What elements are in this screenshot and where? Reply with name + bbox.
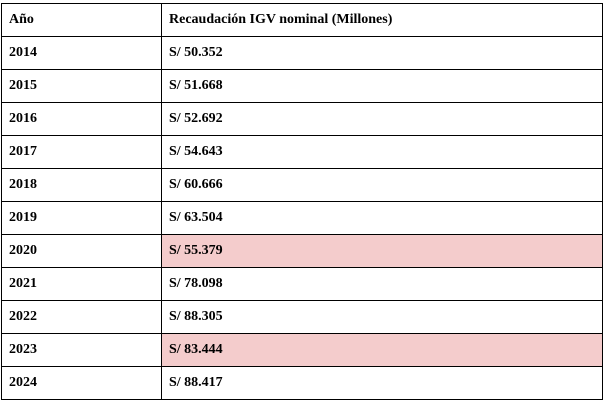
table-row: 2021 S/ 78.098 (1, 267, 603, 301)
table-row: 2014 S/ 50.352 (1, 36, 603, 70)
revenue-cell: S/ 54.643 (161, 135, 603, 169)
revenue-cell: S/ 60.666 (161, 168, 603, 202)
table-row: 2024 S/ 88.417 (1, 366, 603, 400)
year-cell: 2017 (1, 135, 162, 169)
year-cell: 2019 (1, 201, 162, 235)
table-row: 2015 S/ 51.668 (1, 69, 603, 103)
revenue-cell: S/ 78.098 (161, 267, 603, 301)
table-row: 2017 S/ 54.643 (1, 135, 603, 169)
table-row: 2020 S/ 55.379 (1, 234, 603, 268)
year-cell: 2021 (1, 267, 162, 301)
table-row: 2016 S/ 52.692 (1, 102, 603, 136)
revenue-cell: S/ 88.417 (161, 366, 603, 400)
revenue-cell: S/ 88.305 (161, 300, 603, 334)
table-row: 2022 S/ 88.305 (1, 300, 603, 334)
revenue-cell: S/ 55.379 (161, 234, 603, 268)
table-row: 2019 S/ 63.504 (1, 201, 603, 235)
year-cell: 2014 (1, 36, 162, 70)
header-year: Año (1, 3, 162, 37)
year-cell: 2018 (1, 168, 162, 202)
header-igv-revenue: Recaudación IGV nominal (Millones) (161, 3, 603, 37)
year-cell: 2022 (1, 300, 162, 334)
revenue-cell: S/ 50.352 (161, 36, 603, 70)
year-cell: 2024 (1, 366, 162, 400)
table-row: 2023 S/ 83.444 (1, 333, 603, 367)
year-cell: 2023 (1, 333, 162, 367)
revenue-cell: S/ 63.504 (161, 201, 603, 235)
revenue-cell: S/ 52.692 (161, 102, 603, 136)
revenue-cell: S/ 83.444 (161, 333, 603, 367)
year-cell: 2015 (1, 69, 162, 103)
revenue-cell: S/ 51.668 (161, 69, 603, 103)
table-row: 2018 S/ 60.666 (1, 168, 603, 202)
year-cell: 2016 (1, 102, 162, 136)
table-header-row: Año Recaudación IGV nominal (Millones) (1, 3, 603, 37)
year-cell: 2020 (1, 234, 162, 268)
igv-revenue-table: Año Recaudación IGV nominal (Millones) 2… (1, 3, 603, 400)
